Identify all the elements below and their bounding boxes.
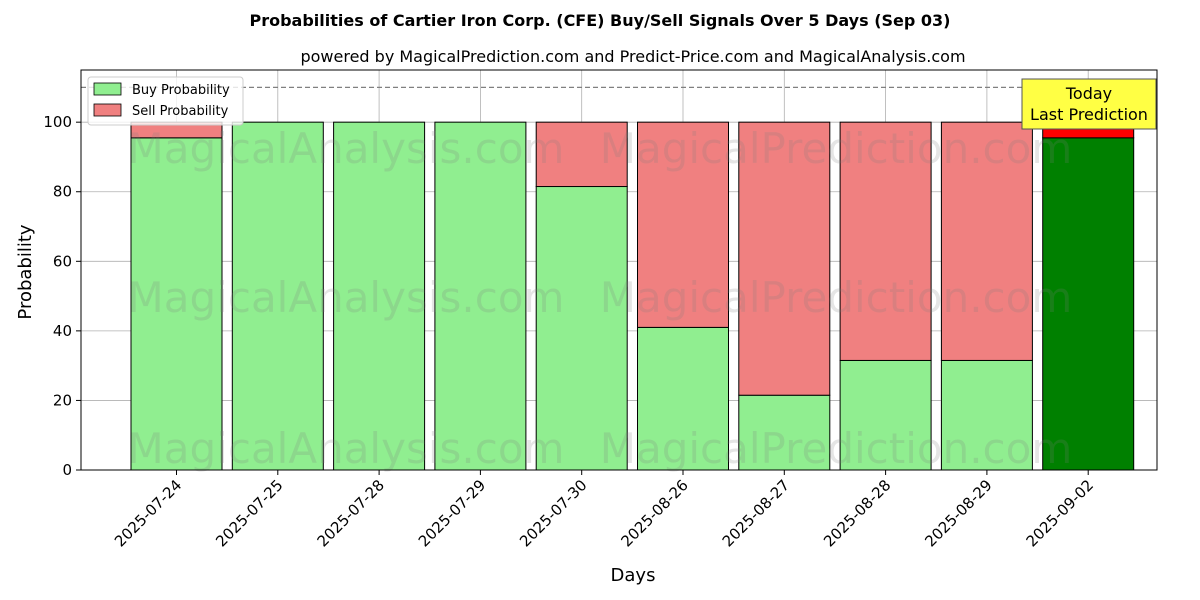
bar-sell-2025-08-28 [839, 121, 932, 361]
watermark-text: MagicalPrediction.com [600, 424, 1073, 473]
plot-frame [80, 69, 1158, 471]
y-tick-label: 0 [62, 461, 72, 479]
x-tick-label: 2025-08-28 [820, 476, 894, 550]
x-tick-label: 2025-08-29 [921, 476, 995, 550]
legend-label-sell: Sell Probability [132, 104, 229, 119]
x-tick-label: 2025-07-25 [212, 476, 286, 550]
bar-buy-2025-07-24 [130, 137, 223, 471]
y-tick-label: 100 [43, 113, 72, 131]
today-annotation: Today Last Prediction [1021, 78, 1157, 130]
annotation-box [1021, 78, 1157, 130]
legend-label-buy: Buy Probability [132, 83, 230, 98]
bar-sell-2025-08-27 [738, 121, 831, 396]
chart-title: Probabilities of Cartier Iron Corp. (CFE… [249, 11, 950, 30]
annotation-line-last-prediction: Last Prediction [1030, 105, 1148, 124]
chart-subtitle: powered by MagicalPrediction.com and Pre… [300, 47, 965, 66]
x-tick-label: 2025-09-02 [1023, 476, 1097, 550]
bar-buy-2025-08-26 [637, 326, 729, 471]
bar-sell-2025-07-30 [535, 121, 628, 188]
bar-buy-2025-08-27 [738, 394, 831, 471]
bar-buy-2025-07-30 [535, 186, 628, 471]
watermark-text: MagicalAnalysis.com [128, 273, 565, 322]
legend-frame [87, 76, 244, 126]
bar-buy-2025-08-29 [940, 359, 1033, 471]
y-axis-ticks: 0 20 40 60 80 100 [43, 113, 81, 479]
y-tick-label: 40 [53, 322, 72, 340]
bar-buy-2025-08-28 [839, 359, 932, 471]
bar-buy-2025-07-29 [434, 121, 527, 471]
watermark-text: MagicalPrediction.com [600, 124, 1073, 173]
y-axis-label: Probability [15, 224, 36, 319]
x-axis-ticks: 2025-07-24 2025-07-25 2025-07-28 2025-07-29… [111, 470, 1097, 550]
watermark-text: MagicalAnalysis.com [128, 124, 565, 173]
y-tick-label: 60 [53, 252, 72, 270]
x-tick-label: 2025-07-28 [314, 476, 388, 550]
x-axis-label: Days [611, 565, 656, 586]
bar-buy-2025-07-28 [333, 121, 426, 471]
x-tick-label: 2025-08-27 [719, 476, 793, 550]
bar-sell-2025-08-26 [637, 121, 729, 328]
x-tick-label: 2025-07-29 [415, 476, 489, 550]
watermarks: MagicalAnalysis.com MagicalPrediction.com… [128, 124, 1073, 473]
watermark-text: MagicalAnalysis.com [128, 424, 565, 473]
legend: Buy Probability Sell Probability [87, 76, 244, 126]
x-tick-label: 2025-08-26 [617, 476, 691, 550]
bar-buy-2025-07-25 [231, 121, 324, 471]
bar-sell-2025-08-29 [940, 121, 1033, 361]
annotation-line-today: Today [1065, 84, 1112, 103]
y-tick-label: 80 [53, 183, 72, 201]
x-tick-label: 2025-07-30 [516, 476, 590, 550]
legend-swatch-sell [93, 103, 122, 117]
y-tick-label: 20 [53, 391, 72, 409]
watermark-text: MagicalPrediction.com [600, 273, 1073, 322]
legend-swatch-buy [93, 82, 122, 96]
x-tick-label: 2025-07-24 [111, 476, 185, 550]
bars [130, 121, 1135, 471]
